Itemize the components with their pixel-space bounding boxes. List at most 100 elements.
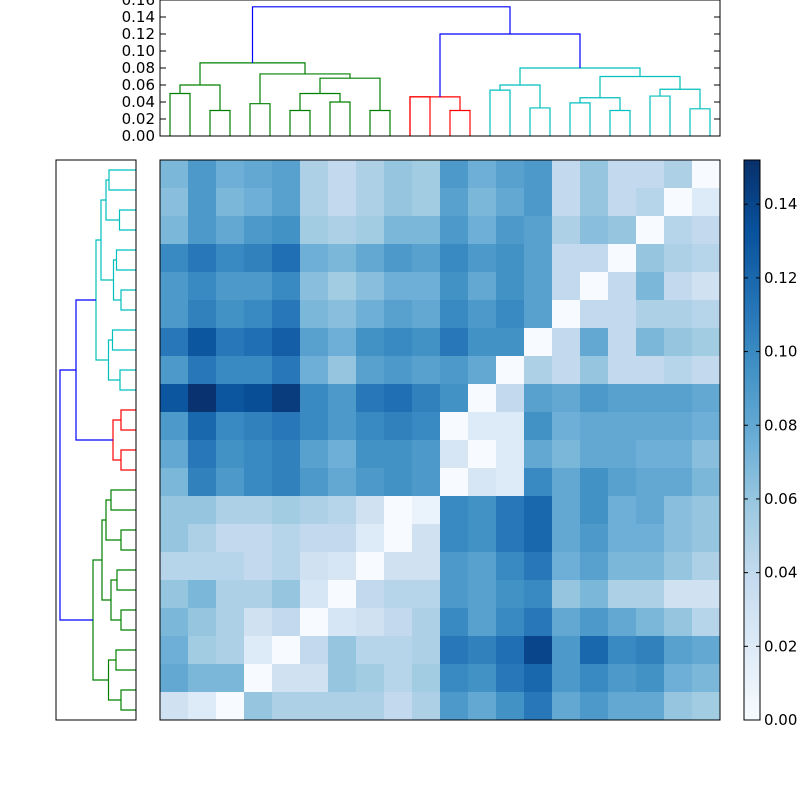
heatmap-cell — [160, 384, 189, 413]
heatmap-cell — [300, 552, 329, 581]
heatmap-cell — [580, 664, 609, 693]
dendrogram-link — [569, 102, 591, 136]
heatmap-cell — [300, 244, 329, 273]
heatmap-cell — [384, 328, 413, 357]
heatmap-cell — [272, 412, 301, 441]
heatmap-cell — [244, 440, 273, 469]
heatmap-cell — [468, 552, 497, 581]
heatmap-cell — [384, 468, 413, 497]
heatmap-cell — [552, 608, 581, 637]
heatmap-cell — [440, 160, 469, 189]
heatmap-cell — [692, 580, 721, 609]
heatmap-cell — [160, 580, 189, 609]
heatmap-cell — [608, 300, 637, 329]
heatmap-cell — [580, 244, 609, 273]
heatmap-cell — [468, 412, 497, 441]
heatmap-frame — [159, 159, 721, 721]
heatmap-cell — [664, 552, 693, 581]
left-dendrogram — [55, 159, 137, 721]
heatmap-cell — [552, 216, 581, 245]
heatmap-cell — [496, 580, 525, 609]
heatmap-cell — [580, 216, 609, 245]
heatmap-cell — [524, 692, 553, 721]
colorbar-gradient — [744, 160, 760, 720]
heatmap-cell — [524, 468, 553, 497]
heatmap-cell — [468, 300, 497, 329]
heatmap-cell — [244, 608, 273, 637]
heatmap-cell — [160, 300, 189, 329]
heatmap-cell — [692, 328, 721, 357]
heatmap-cell — [160, 440, 189, 469]
heatmap-cell — [272, 216, 301, 245]
heatmap-cell — [580, 160, 609, 189]
heatmap-cell — [524, 356, 553, 385]
heatmap-cell — [636, 356, 665, 385]
heatmap-cell — [636, 160, 665, 189]
heatmap-cell — [272, 636, 301, 665]
heatmap-cell — [188, 468, 217, 497]
heatmap-cell — [356, 608, 385, 637]
heatmap-cell — [328, 384, 357, 413]
heatmap-cell — [468, 216, 497, 245]
heatmap-cell — [692, 216, 721, 245]
heatmap-cell — [328, 188, 357, 217]
heatmap-cell — [440, 384, 469, 413]
heatmap-cell — [216, 300, 245, 329]
heatmap-cell — [468, 188, 497, 217]
heatmap-cell — [356, 524, 385, 553]
heatmap-cell — [356, 440, 385, 469]
heatmap-cell — [636, 524, 665, 553]
heatmap-cell — [636, 272, 665, 301]
heatmap-cell — [608, 552, 637, 581]
heatmap-cell — [496, 244, 525, 273]
dendrogram-link — [120, 529, 136, 551]
heatmap-cell — [552, 496, 581, 525]
heatmap-cell — [608, 244, 637, 273]
heatmap-cell — [636, 300, 665, 329]
heatmap-cell — [384, 692, 413, 721]
heatmap-cell — [300, 636, 329, 665]
heatmap-cell — [552, 412, 581, 441]
heatmap-cell — [496, 496, 525, 525]
heatmap-cell — [328, 272, 357, 301]
dendrogram-link — [659, 88, 701, 109]
dendrogram-link — [609, 109, 631, 136]
heatmap-cell — [328, 440, 357, 469]
heatmap-cell — [608, 412, 637, 441]
dendrogram-link — [115, 649, 136, 671]
heatmap-cell — [524, 608, 553, 637]
dendrogram-link — [329, 101, 351, 136]
dendrogram-link — [110, 579, 121, 621]
heatmap-cell — [468, 244, 497, 273]
heatmap-cell — [244, 468, 273, 497]
heatmap-cell — [552, 384, 581, 413]
heatmap-cell — [188, 496, 217, 525]
heatmap-cell — [244, 244, 273, 273]
heatmap-cell — [608, 496, 637, 525]
heatmap-cell — [412, 216, 441, 245]
heatmap-cell — [300, 496, 329, 525]
heatmap-cell — [160, 216, 189, 245]
colorbar: 0.00 0.02 0.04 0.06 0.08 0.10 0.12 0.14 — [743, 159, 797, 729]
heatmap-cell — [664, 160, 693, 189]
heatmap-cell — [412, 468, 441, 497]
heatmap-cell — [468, 524, 497, 553]
heatmap-cell — [384, 496, 413, 525]
heatmap-cell — [412, 524, 441, 553]
heatmap-cell — [216, 580, 245, 609]
heatmap-cell — [692, 384, 721, 413]
heatmap-cell — [188, 188, 217, 217]
y-tick-label: 0.08 — [122, 59, 155, 77]
heatmap-cell — [496, 300, 525, 329]
heatmap-cell — [440, 356, 469, 385]
y-tick-label: 0.04 — [122, 93, 155, 111]
heatmap-cell — [524, 160, 553, 189]
colorbar-tick-label: 0.08 — [764, 416, 797, 434]
heatmap-cell — [216, 440, 245, 469]
heatmap-cell — [524, 440, 553, 469]
heatmap-cell — [552, 356, 581, 385]
dendrogram-link — [120, 449, 136, 471]
heatmap-cell — [188, 412, 217, 441]
heatmap-cell — [216, 664, 245, 693]
heatmap-cell — [440, 300, 469, 329]
